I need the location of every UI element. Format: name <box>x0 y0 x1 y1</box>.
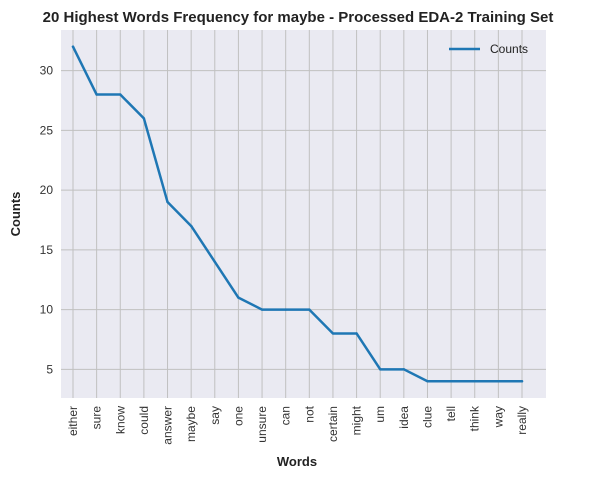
y-axis-label: Counts <box>8 192 23 237</box>
x-tick-label: think <box>468 405 482 431</box>
x-tick-label: sure <box>90 406 104 430</box>
data-point <box>189 224 193 228</box>
x-tick-label: either <box>66 406 80 436</box>
x-tick-label: one <box>231 406 245 426</box>
data-point <box>308 308 311 311</box>
x-tick-label: answer <box>161 406 175 445</box>
data-point <box>449 380 453 383</box>
y-tick-label: 20 <box>40 183 54 197</box>
x-tick-label: idea <box>397 406 411 429</box>
plot-area <box>61 30 546 398</box>
x-tick-label: um <box>373 406 387 423</box>
series-layer <box>71 45 524 383</box>
x-tick-label: maybe <box>184 406 198 442</box>
x-tick-label: say <box>208 406 222 425</box>
data-point <box>379 368 382 371</box>
data-point <box>331 332 335 335</box>
x-tick-label: know <box>113 406 127 434</box>
x-tick-labels: either sure know could answer maybe say one unsu… <box>66 405 529 445</box>
data-point <box>284 308 287 311</box>
x-tick-label: clue <box>420 406 434 428</box>
y-tick-label: 10 <box>40 303 54 317</box>
data-point <box>142 117 146 120</box>
data-point <box>260 308 264 311</box>
legend-label-counts: Counts <box>490 42 528 56</box>
series-line-counts <box>71 45 524 383</box>
y-tick-labels: 5 10 15 20 25 30 <box>40 64 54 377</box>
x-tick-label: way <box>491 406 505 428</box>
data-point <box>426 380 429 383</box>
data-point <box>520 380 524 383</box>
legend: Counts <box>449 42 528 56</box>
data-point <box>166 200 169 204</box>
x-tick-label: might <box>350 405 364 435</box>
y-tick-label: 5 <box>46 362 53 376</box>
x-axis-label: Words <box>277 454 317 469</box>
data-point <box>237 296 240 299</box>
data-point <box>497 380 500 383</box>
x-tick-label: not <box>302 405 316 422</box>
data-point <box>355 332 358 335</box>
data-point <box>95 93 98 96</box>
x-tick-label: unsure <box>255 406 269 443</box>
y-tick-label: 30 <box>40 64 54 78</box>
x-tick-label: really <box>515 406 529 435</box>
data-point <box>402 368 406 371</box>
x-tick-label: tell <box>444 406 458 421</box>
y-tick-label: 15 <box>40 243 54 257</box>
grid-lines <box>61 30 546 398</box>
chart-title: 20 Highest Words Frequency for maybe - P… <box>43 9 554 26</box>
x-tick-label: can <box>279 406 293 425</box>
data-point <box>473 380 476 383</box>
data-point <box>213 260 216 263</box>
x-tick-label: certain <box>326 406 340 442</box>
y-tick-label: 25 <box>40 123 54 137</box>
x-tick-label: could <box>137 406 151 435</box>
data-point <box>71 45 75 48</box>
data-point <box>119 93 122 96</box>
